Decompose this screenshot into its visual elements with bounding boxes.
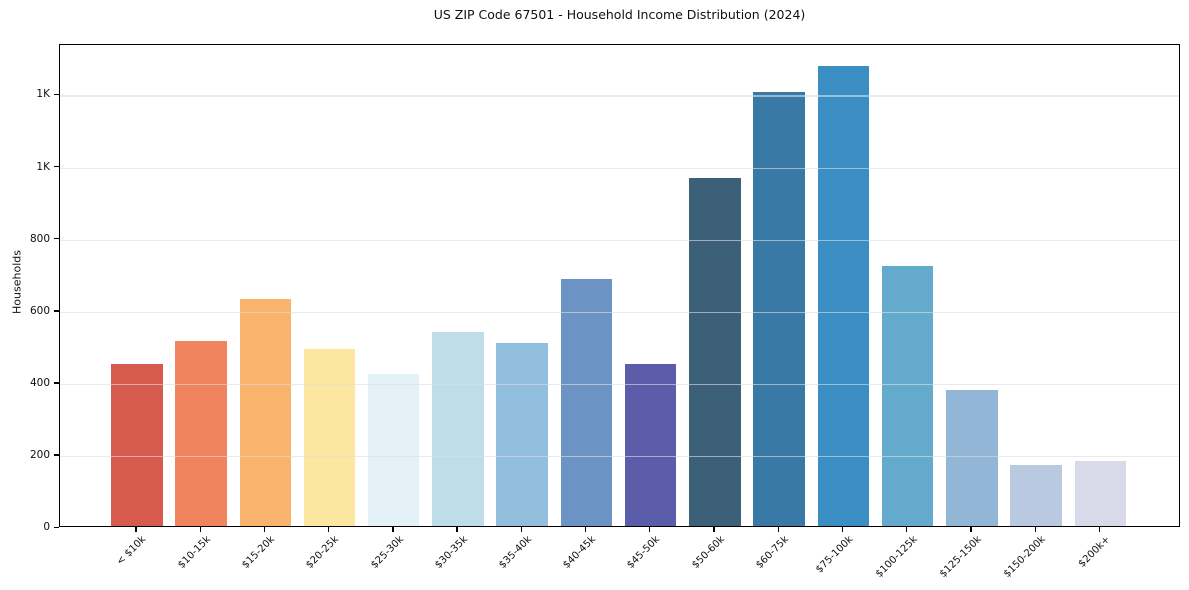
x-tick-mark (327, 527, 330, 532)
x-tick-label: $30-35k (432, 534, 470, 571)
gridline (60, 311, 1179, 314)
bar-$20-25k (303, 349, 356, 526)
bar-< $10k (111, 363, 163, 526)
x-tick-label: $20-25k (304, 534, 342, 571)
x-tick-label: $100-125k (873, 534, 920, 580)
x-tick-label: $35-40k (497, 534, 534, 571)
x-tick-label: $75-100k (813, 534, 856, 576)
y-tick-label: 600 (29, 304, 50, 317)
y-tick-mark (54, 93, 59, 96)
x-tick-label: $45-50k (625, 534, 663, 571)
bar-$25-30k (367, 373, 420, 526)
x-tick-mark (777, 527, 779, 532)
bar-$150-200k (1010, 464, 1062, 526)
y-tick-mark (54, 454, 59, 456)
x-tick-label: $200k+ (1076, 534, 1113, 570)
gridline (60, 239, 1179, 242)
x-tick-mark (970, 527, 972, 532)
gridline (60, 167, 1179, 169)
plot-area (59, 44, 1180, 527)
x-tick-mark (713, 527, 715, 532)
x-tick-label: $50-60k (689, 534, 727, 571)
x-tick-label: $60-75k (753, 534, 791, 571)
y-tick-label: 0 (43, 521, 50, 533)
x-tick-label: $150-200k (1001, 534, 1048, 580)
x-tick-label: $40-45k (561, 534, 599, 571)
y-tick-label: 400 (29, 376, 50, 389)
x-tick-mark (520, 527, 522, 532)
x-tick-label: $10-15k (175, 534, 213, 571)
x-tick-mark (1034, 527, 1036, 532)
gridline (60, 95, 1179, 97)
y-tick-label: 200 (29, 448, 50, 461)
y-tick-mark (54, 166, 59, 168)
y-tick-mark (54, 310, 59, 312)
bar-$100-125k (881, 266, 934, 526)
x-tick-mark (199, 527, 201, 532)
bar-$35-40k (496, 342, 548, 526)
x-tick-label: $25-30k (368, 534, 406, 571)
y-tick-mark (54, 382, 59, 384)
bar-$125-150k (946, 389, 998, 526)
x-tick-mark (841, 527, 844, 532)
bar-$45-50k (624, 364, 677, 526)
y-tick-mark (54, 238, 59, 240)
gridline (60, 383, 1179, 386)
bar-$50-60k (689, 177, 741, 526)
y-tick-label: 1K (36, 88, 50, 101)
x-tick-label: < $10k (115, 534, 149, 568)
bar-$75-100k (817, 66, 870, 526)
x-tick-mark (392, 527, 394, 532)
x-tick-label: $125-150k (937, 534, 984, 580)
x-tick-label: $15-20k (240, 534, 278, 571)
x-tick-mark (649, 527, 651, 532)
bar-$10-15k (175, 341, 227, 526)
gridline (60, 455, 1179, 458)
x-tick-mark (1098, 527, 1101, 532)
y-tick-mark (54, 526, 59, 528)
x-tick-mark (135, 527, 137, 532)
y-tick-label: 800 (29, 232, 50, 245)
chart-title: US ZIP Code 67501 - Household Income Dis… (433, 7, 806, 22)
bar-$30-35k (432, 332, 484, 526)
bar-$200k+ (1074, 460, 1126, 526)
x-tick-mark (906, 527, 908, 532)
bar-$40-45k (560, 279, 613, 526)
bar-$60-75k (753, 91, 805, 526)
bar-$15-20k (239, 298, 291, 526)
x-tick-mark (456, 527, 458, 532)
x-tick-mark (584, 527, 587, 532)
x-tick-mark (263, 527, 266, 532)
y-tick-label: 1K (36, 160, 50, 173)
